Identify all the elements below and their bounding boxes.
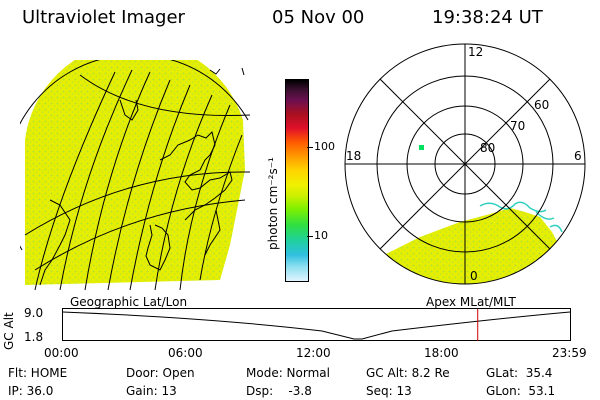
status-gain: Gain: 13 [126,384,177,398]
altitude-strip [62,308,571,341]
polar-plot-title: Apex MLat/MLT [426,295,516,309]
status-gc-alt: GC Alt: 8.2 Re [366,366,450,380]
status-seq: Seq: 13 [366,384,412,398]
status-dsp: Dsp: -3.8 [246,384,312,398]
colorbar [285,79,309,282]
date-label: 05 Nov 00 [272,7,365,28]
status-ip: IP: 36.0 [8,384,54,398]
app-title: Ultraviolet Imager [22,7,185,28]
colorbar-tick-10 [307,236,313,237]
x-tick-1800: 18:00 [424,346,459,360]
ring-label-70: 70 [510,119,525,133]
ring-label-60: 60 [534,98,549,112]
status-glon: GLon: 53.1 [486,384,556,398]
geo-plot-title: Geographic Lat/Lon [70,295,188,309]
mlt-label-12: 12 [468,45,483,59]
mlt-label-18: 18 [346,149,361,163]
x-tick-0000: 00:00 [44,346,79,360]
status-door: Door: Open [126,366,195,380]
x-tick-2359: 23:59 [552,346,587,360]
colorbar-unit-label: photon cm⁻²s⁻¹ [266,157,280,250]
status-flt: Flt: HOME [8,366,68,380]
alt-tick-9: 9.0 [24,306,44,320]
alt-tick-1.8: 1.8 [24,330,44,344]
mlt-spokes [345,44,585,284]
colorbar-label-100: 100 [314,140,335,153]
colorbar-label-10: 10 [314,229,328,242]
parallel-lines [24,74,251,271]
status-glat: GLat: 35.4 [486,366,553,380]
time-label: 19:38:24 UT [432,7,543,28]
colorbar-tick-100 [307,147,313,148]
x-tick-1200: 12:00 [296,346,331,360]
station-marker [419,145,424,150]
altitude-curve [62,311,571,340]
coastlines [39,67,245,286]
status-mode: Mode: Normal [246,366,330,380]
image-disk [25,60,245,285]
mlt-label-0: 0 [470,269,478,283]
polar-plot: 12 18 6 0 80 70 60 [344,43,586,285]
geographic-image [20,60,251,291]
alt-axis-label: GC Alt [2,312,16,350]
mlt-label-6: 6 [574,149,582,163]
ring-label-80: 80 [480,141,495,155]
x-tick-0600: 06:00 [168,346,203,360]
meridian-lines [34,69,243,291]
